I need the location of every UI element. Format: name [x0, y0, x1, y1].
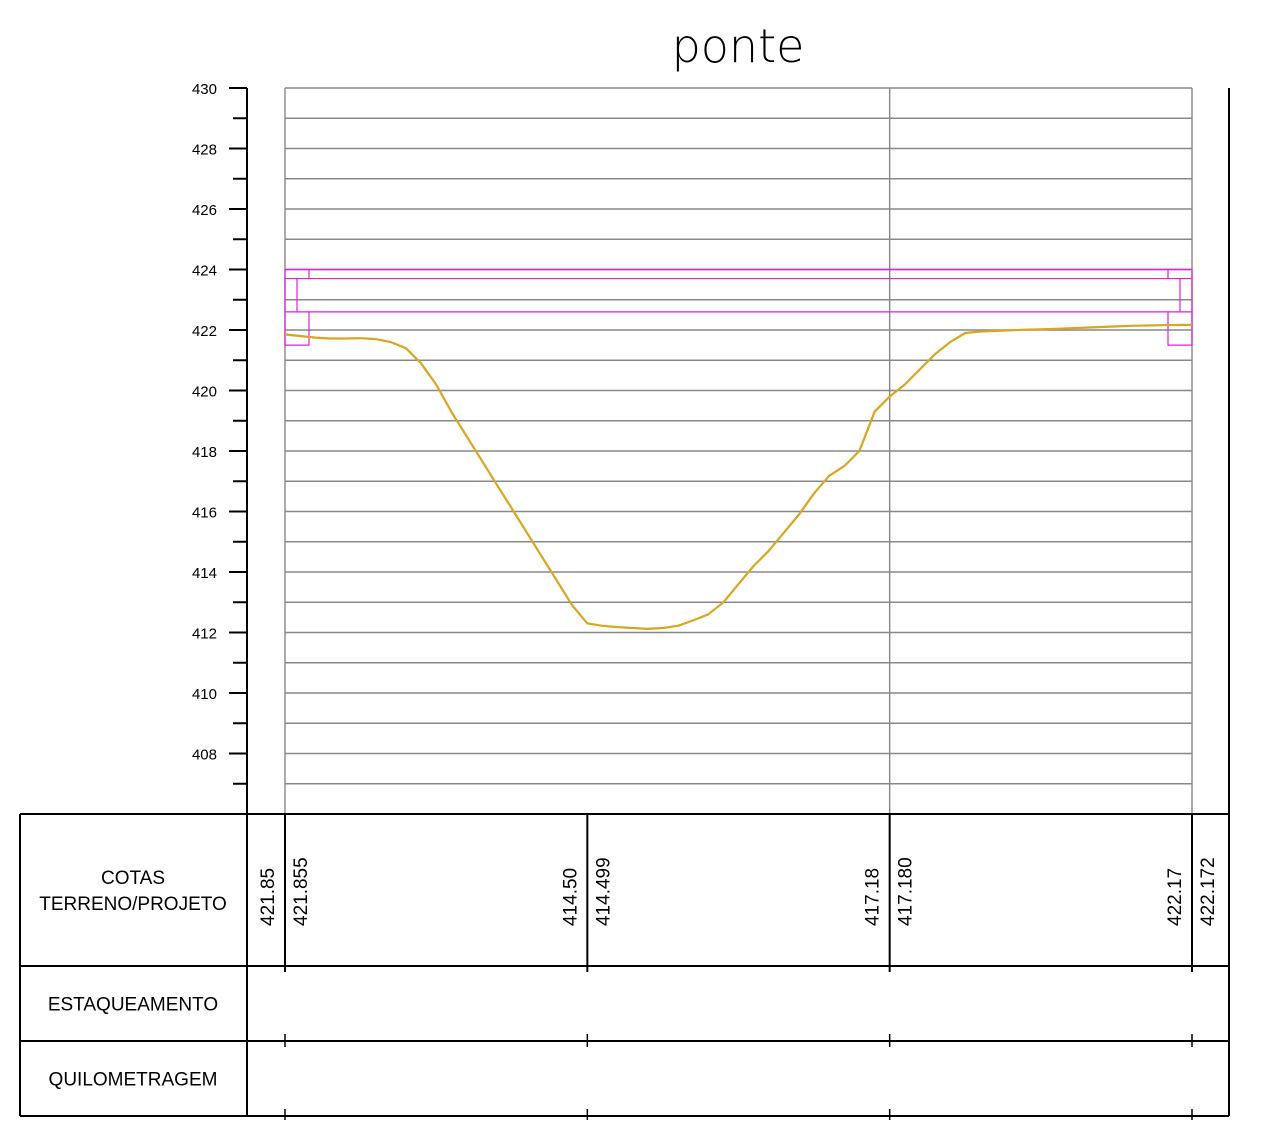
right-abutment	[1167, 269, 1193, 346]
grid	[284, 87, 1193, 814]
table-row-label: COTAS	[101, 868, 165, 889]
cota-projeto: 422.172	[1198, 857, 1219, 926]
table-row-label: TERRENO/PROJETO	[39, 894, 227, 915]
y-tick-label: 430	[192, 81, 217, 98]
cota-terreno: 422.17	[1165, 868, 1186, 926]
y-tick-label: 416	[192, 505, 217, 522]
y-tick-label: 414	[192, 565, 217, 582]
y-tick-label: 422	[192, 323, 217, 340]
y-tick-label: 424	[192, 263, 217, 280]
table-row-label: QUILOMETRAGEM	[49, 1070, 218, 1091]
y-axis: 408 410 412 414 416 418 420 422 424 426 428 430	[192, 81, 1230, 1116]
y-tick-label: 426	[192, 202, 217, 219]
cota-projeto: 417.180	[896, 857, 917, 926]
bridge-deck	[284, 268, 1193, 346]
cota-projeto: 414.499	[593, 857, 614, 926]
data-table: COTAS TERRENO/PROJETO ESTAQUEAMENTO QUILOME…	[19, 813, 1229, 1120]
cota-terreno: 417.18	[863, 868, 884, 926]
y-tick-label: 420	[192, 384, 217, 401]
cota-projeto: 421.855	[291, 857, 312, 926]
terrain-line	[284, 323, 1193, 631]
y-tick-label: 410	[192, 686, 217, 703]
cota-terreno: 414.50	[560, 868, 581, 926]
cota-terreno: 421.85	[258, 868, 279, 926]
table-row-label: ESTAQUEAMENTO	[48, 995, 218, 1016]
terrain-series	[284, 323, 1193, 631]
left-abutment	[284, 269, 310, 346]
chart-title: ponte	[672, 19, 805, 73]
y-tick-label: 412	[192, 626, 217, 643]
y-tick-label: 428	[192, 142, 217, 159]
y-tick-label: 408	[192, 747, 217, 764]
y-tick-label: 418	[192, 444, 217, 461]
